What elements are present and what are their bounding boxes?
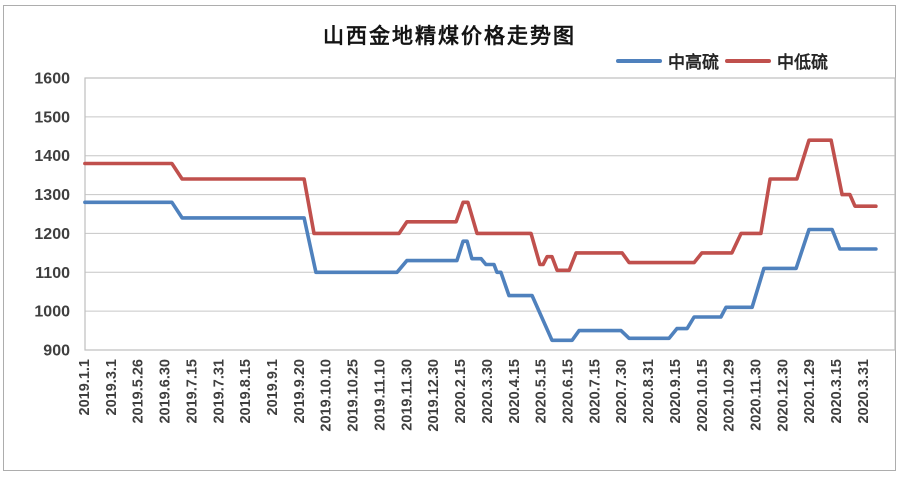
x-axis-tick-label: 2020.5.15 <box>534 359 550 424</box>
x-axis-tick-label: 2019.7.15 <box>184 359 200 424</box>
x-axis-tick-label: 2019.6.30 <box>158 359 174 424</box>
legend-swatch-red <box>725 58 771 63</box>
x-axis-tick-label: 2019.3.1 <box>104 359 120 415</box>
legend-swatch-blue <box>616 58 662 63</box>
x-axis-tick-label: 2020.12.30 <box>775 359 791 432</box>
y-axis-tick-label: 1300 <box>34 187 70 204</box>
x-axis-tick-label: 2020.4.15 <box>507 359 523 424</box>
x-axis-tick-label: 2020.2.15 <box>453 359 469 424</box>
legend-item-zhong-di-liu: 中低硫 <box>725 48 828 73</box>
x-axis-tick-label: 2019.11.30 <box>399 359 415 431</box>
plot-area: 900 1000 1100 1200 1300 1400 1500 1600 2019.1.1 2… <box>34 71 896 432</box>
y-axis-tick-label: 1500 <box>34 109 70 126</box>
x-axis-tick-label: 2020.1.29 <box>802 359 818 424</box>
x-axis-tick-label: 2019.1.1 <box>77 359 93 415</box>
x-axis-tick-label: 2019.5.26 <box>131 359 147 424</box>
x-axis-tick-label: 2020.10.29 <box>722 359 738 432</box>
legend-label-zhong-di-liu: 中低硫 <box>777 53 828 72</box>
series-line-zhong-gao-liu <box>83 200 878 343</box>
y-axis-tick-label: 1100 <box>35 265 70 282</box>
x-axis-tick-label: 2020.3.15 <box>829 359 845 424</box>
x-axis-tick-label: 2020.7.15 <box>587 359 603 424</box>
chart-title: 山西金地精煤价格走势图 <box>323 25 576 48</box>
x-axis-tick-label: 2019.7.31 <box>211 359 227 424</box>
y-axis-tick-label: 1200 <box>34 226 70 243</box>
x-axis-tick-label: 2020.7.30 <box>614 359 630 424</box>
x-axis-tick-label: 2020.3.30 <box>480 359 496 424</box>
x-axis-tick-label: 2019.10.25 <box>346 359 362 432</box>
x-axis-tick-label: 2020.6.15 <box>560 359 576 424</box>
x-axis-tick-label: 2020.11.30 <box>749 359 765 431</box>
y-axis-tick-label: 900 <box>43 343 70 360</box>
y-axis-tick-label: 1400 <box>34 148 70 165</box>
x-axis-tick-label: 2019.9.1 <box>265 359 281 415</box>
x-axis-tick-label: 2019.8.15 <box>238 359 254 424</box>
series-line-zhong-di-liu <box>83 138 878 273</box>
legend: 中高硫 中低硫 <box>616 48 834 73</box>
y-axis-tick-label: 1000 <box>34 304 70 321</box>
x-axis-tick-label: 2020.8.31 <box>641 359 657 424</box>
y-axis-tick-label: 1600 <box>34 71 70 88</box>
x-axis-tick-label: 2019.12.30 <box>426 359 442 432</box>
legend-label-zhong-gao-liu: 中高硫 <box>668 53 719 72</box>
x-axis-tick-label: 2020.9.15 <box>668 359 684 424</box>
x-axis-tick-label: 2020.10.15 <box>695 359 711 432</box>
plot-border <box>84 77 896 351</box>
x-axis-tick-label: 2020.3.31 <box>856 359 872 424</box>
x-axis-tick-label: 2019.11.10 <box>372 359 388 431</box>
legend-item-zhong-gao-liu: 中高硫 <box>616 48 719 73</box>
x-axis-tick-label: 2019.9.20 <box>292 359 308 424</box>
chart-frame: 山西金地精煤价格走势图 中高硫 中低硫 900 1000 1100 1200 1300 1… <box>3 5 896 471</box>
x-axis-tick-label: 2019.10.10 <box>319 359 335 432</box>
